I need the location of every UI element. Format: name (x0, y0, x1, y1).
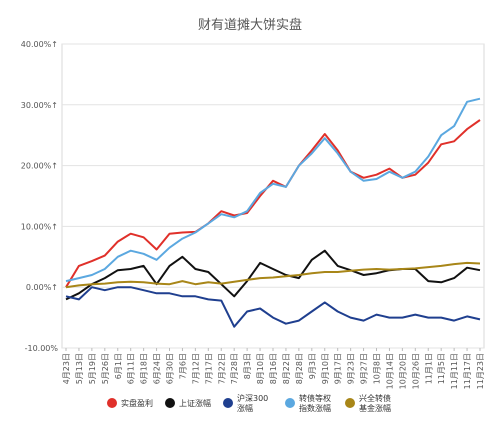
x-tick-label: 6月24日 (153, 353, 162, 384)
legend-label: 上证涨幅 (179, 398, 211, 408)
x-tick-label: 7月12日 (191, 353, 200, 384)
y-tick-label: 0.00%↑ (26, 283, 58, 292)
y-tick-label: -10.00% (25, 344, 59, 353)
plot-area (61, 43, 485, 349)
y-tick-label: 10.00%↑ (21, 222, 58, 231)
x-tick-label: 7月28日 (230, 353, 239, 384)
legend-marker (107, 398, 117, 408)
x-tick-label: 10月26日 (411, 353, 420, 389)
legend-label: 实盘盈利 (121, 398, 153, 408)
x-tick-label: 10月8日 (373, 353, 382, 384)
x-tick-label: 7月6日 (178, 353, 187, 379)
y-tick-label: 40.00%↑ (21, 40, 58, 49)
x-tick-label: 10月14日 (385, 353, 394, 389)
x-tick-label: 11月11日 (450, 353, 459, 389)
x-tick-label: 8月16日 (269, 353, 278, 384)
x-tick-label: 9月27日 (360, 353, 369, 384)
x-tick-label: 11月17日 (463, 353, 472, 389)
x-tick-label: 7月22日 (217, 353, 226, 384)
x-tick-label: 8月22日 (282, 353, 291, 384)
series-line (65, 286, 481, 328)
x-tick-label: 5月13日 (75, 353, 84, 384)
x-tick-label: 5月26日 (101, 353, 110, 384)
x-tick-label: 7月17日 (204, 353, 213, 384)
x-tick-label: 9月10日 (321, 353, 330, 384)
chart-title: 财有道摊大饼实盘 (197, 18, 302, 33)
series-line (65, 119, 481, 288)
x-tick-label: 8月10日 (256, 353, 265, 384)
x-tick-label: 11月5日 (437, 353, 446, 384)
x-tick-label: 6月11日 (127, 353, 136, 384)
x-tick-label: 8月28日 (295, 353, 304, 384)
legend-marker (345, 398, 355, 408)
x-tick-label: 6月30日 (166, 353, 175, 384)
series-line (65, 97, 481, 283)
x-tick-label: 4月23日 (62, 353, 71, 384)
x-tick-label: 9月17日 (334, 353, 343, 384)
y-tick-label: 20.00%↑ (21, 162, 58, 171)
series-line (65, 249, 481, 301)
x-tick-label: 11月23日 (476, 353, 485, 389)
x-tick-label: 10月20日 (398, 353, 407, 389)
series-line (65, 261, 481, 289)
legend-label: 沪深300 涨幅 (237, 393, 268, 413)
x-tick-label: 5月19日 (88, 353, 97, 384)
legend-marker (165, 398, 175, 408)
x-tick-label: 11月1日 (424, 353, 433, 384)
legend-marker (285, 398, 295, 408)
x-tick-label: 8月3日 (243, 353, 252, 379)
x-tick-label: 9月23日 (347, 353, 356, 384)
y-tick-label: 30.00%↑ (21, 101, 58, 110)
legend-marker (223, 398, 233, 408)
x-tick-label: 6月18日 (140, 353, 149, 384)
legend-label: 兴全转债基金涨幅 (359, 393, 391, 413)
x-tick-label: 6月1日 (114, 353, 123, 379)
legend-label: 转债等权指数涨幅 (299, 393, 331, 413)
x-tick-label: 9月3日 (308, 353, 317, 379)
